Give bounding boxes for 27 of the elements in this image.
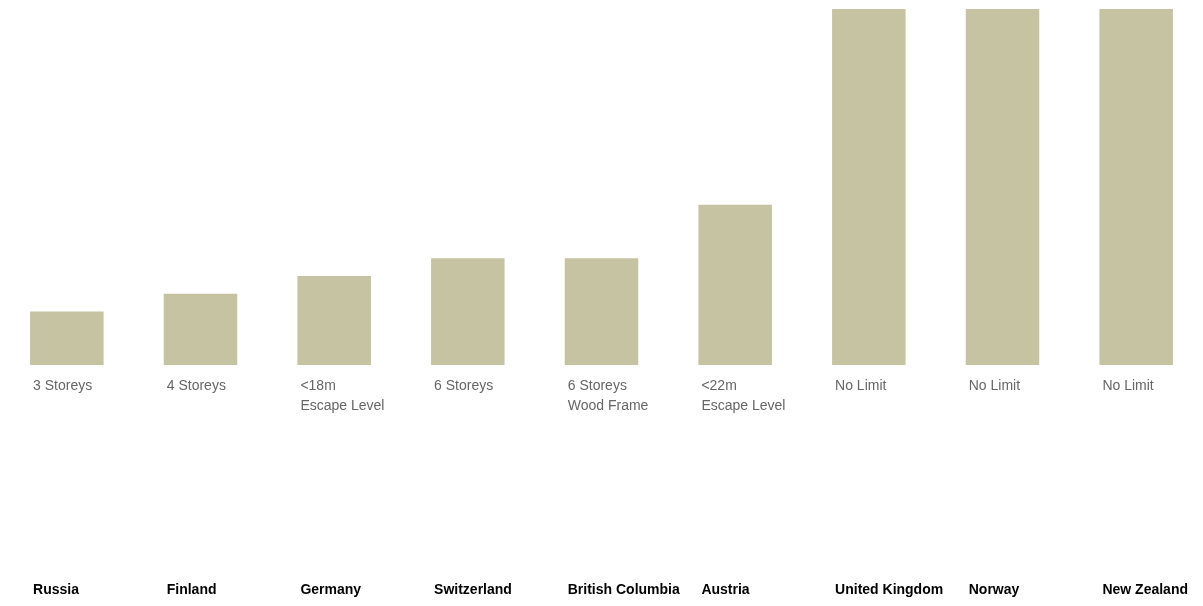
bar — [698, 204, 772, 365]
bar — [431, 258, 505, 365]
data-label: No Limit — [968, 376, 1021, 393]
data-label: 3 Storeys — [33, 376, 93, 393]
x-tick-label: Germany — [300, 581, 362, 597]
bar — [832, 9, 906, 365]
bar — [163, 293, 238, 365]
x-tick-label: Finland — [166, 581, 217, 597]
bar — [30, 311, 104, 365]
x-tick-label: Austria — [701, 581, 750, 597]
bar — [564, 258, 639, 365]
bar — [965, 9, 1040, 365]
data-label: <18m Escape Level — [300, 376, 385, 413]
data-label: 6 Storeys — [434, 376, 494, 393]
x-tick-label: Russia — [33, 581, 80, 597]
data-label: No Limit — [1102, 376, 1154, 393]
data-label: No Limit — [835, 376, 887, 393]
x-tick-label: Switzerland — [434, 581, 512, 597]
data-label: 6 Storeys Wood Frame — [567, 376, 649, 413]
bar — [1099, 9, 1173, 365]
x-tick-label: British Columbia — [567, 581, 680, 597]
data-label: 4 Storeys — [166, 376, 226, 393]
x-tick-label: United Kingdom — [835, 581, 944, 597]
x-tick-label: New Zealand — [1102, 581, 1188, 597]
data-label: <22m Escape Level — [701, 376, 786, 413]
bar — [297, 276, 371, 365]
x-tick-label: Norway — [968, 581, 1020, 597]
